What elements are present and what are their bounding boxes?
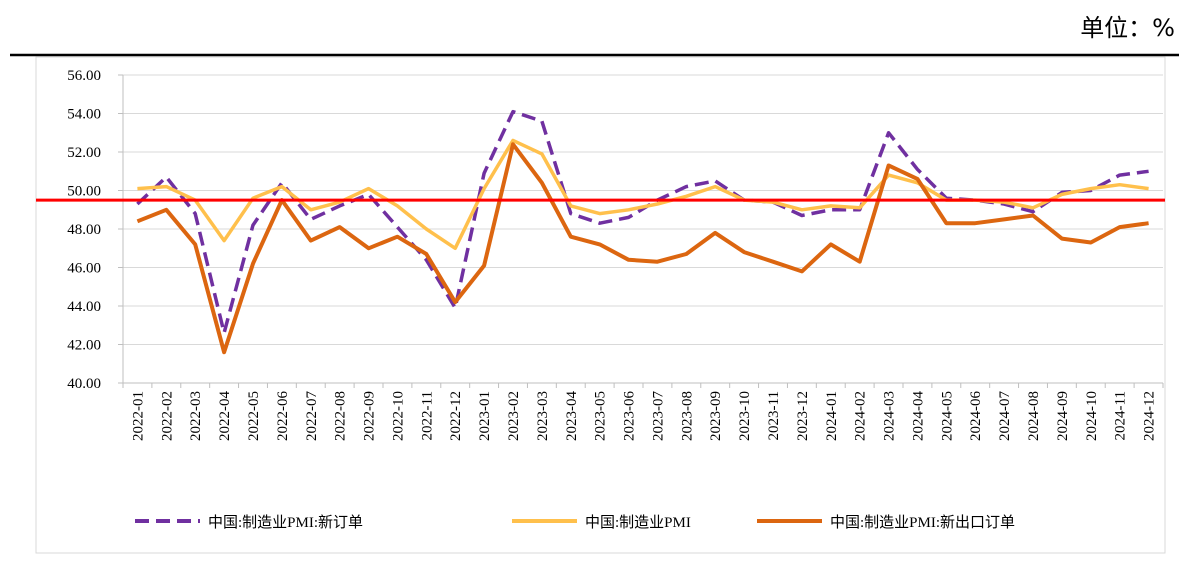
x-tick-label: 2024-02 [853, 391, 869, 441]
x-tick-label: 2022-10 [390, 391, 406, 441]
series-line [136, 142, 1149, 355]
x-tick-label: 2023-10 [737, 391, 753, 441]
x-tick-label: 2024-05 [939, 391, 955, 441]
x-tick-label: 2024-12 [1142, 391, 1158, 441]
x-tick-label: 2022-09 [362, 391, 378, 441]
x-tick-label: 2024-09 [1055, 391, 1071, 441]
legend-label: 中国:制造业PMI:新出口订单 [830, 514, 1015, 531]
x-tick-label: 2022-04 [217, 391, 233, 441]
y-tick-label: 54.00 [67, 107, 101, 123]
x-tick-label: 2024-04 [910, 391, 926, 441]
x-tick-label: 2023-11 [766, 391, 782, 440]
x-tick-label: 2023-02 [506, 391, 522, 441]
x-tick-label: 2022-01 [130, 391, 146, 441]
x-tick-label: 2024-10 [1084, 391, 1100, 441]
x-tick-label: 2024-03 [882, 391, 898, 441]
x-tick-label: 2023-12 [795, 391, 811, 441]
y-tick-label: 48.00 [67, 222, 101, 238]
legend-label: 中国:制造业PMI [585, 514, 691, 531]
x-tick-label: 2023-01 [477, 391, 493, 441]
x-tick-label: 2024-06 [968, 391, 984, 441]
y-tick-label: 50.00 [67, 184, 101, 200]
x-tick-label: 2024-01 [824, 391, 840, 441]
x-tick-label: 2023-06 [622, 391, 638, 441]
x-tick-label: 2022-05 [246, 391, 262, 441]
x-tick-label: 2022-07 [304, 391, 320, 441]
x-tick-label: 2023-07 [650, 391, 666, 441]
x-tick-label: 2022-06 [275, 391, 291, 441]
x-tick-label: 2023-03 [535, 391, 551, 441]
series-line [137, 138, 1149, 251]
y-tick-label: 40.00 [67, 376, 101, 392]
y-tick-label: 52.00 [67, 145, 101, 161]
x-tick-label: 2024-11 [1113, 391, 1129, 440]
x-tick-label: 2022-11 [419, 391, 435, 440]
x-tick-label: 2023-05 [593, 391, 609, 441]
x-tick-label: 2023-08 [679, 391, 695, 441]
x-tick-label: 2022-02 [159, 391, 175, 441]
x-tick-label: 2022-03 [188, 391, 204, 441]
x-tick-label: 2023-04 [564, 391, 580, 441]
x-tick-label: 2022-08 [333, 391, 349, 441]
x-tick-label: 2024-07 [997, 391, 1013, 441]
x-tick-label: 2022-12 [448, 391, 464, 441]
x-tick-label: 2024-08 [1026, 391, 1042, 441]
unit-label: 单位：% [1080, 14, 1175, 42]
y-tick-label: 46.00 [67, 261, 101, 277]
x-tick-label: 2023-09 [708, 391, 724, 441]
legend-label: 中国:制造业PMI:新订单 [208, 514, 363, 531]
y-tick-label: 56.00 [67, 68, 101, 84]
y-tick-label: 42.00 [67, 338, 101, 354]
y-tick-label: 44.00 [67, 299, 101, 315]
chart-frame [35, 56, 1166, 554]
